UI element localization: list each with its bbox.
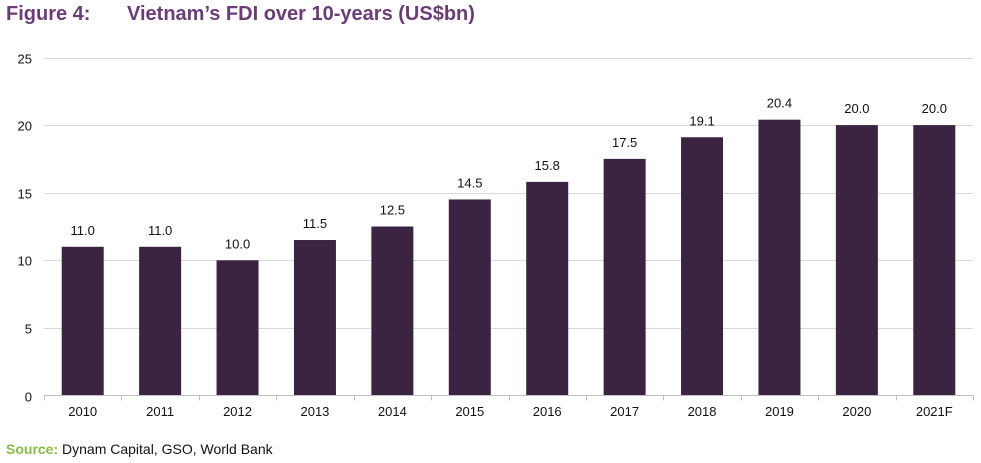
y-tick-label: 10	[18, 254, 32, 269]
bar-2014	[371, 226, 414, 396]
bar-2020	[835, 125, 878, 396]
bar-2017	[603, 158, 646, 396]
x-tick-label: 2014	[378, 404, 407, 419]
x-tick-label: 2018	[688, 404, 717, 419]
bar-2010	[61, 246, 104, 396]
figure-title: Figure 4: Vietnam’s FDI over 10-years (US…	[6, 3, 475, 26]
y-tick-label: 25	[18, 52, 32, 67]
x-tick-label: 2011	[146, 404, 174, 419]
x-tick-label: 2015	[455, 404, 484, 419]
data-label: 20.0	[844, 101, 869, 116]
bar-2018	[681, 137, 724, 396]
bar-2021F	[913, 125, 956, 396]
source-note: Source: Dynam Capital, GSO, World Bank	[6, 441, 273, 457]
bar-2011	[139, 246, 182, 396]
bar-2019	[758, 119, 801, 396]
y-tick-label: 5	[25, 322, 32, 337]
y-axis-ticks: 0 5 10 15 20 25	[18, 52, 32, 405]
data-label: 15.8	[535, 158, 560, 173]
data-label: 20.0	[922, 101, 947, 116]
y-tick-label: 15	[18, 187, 32, 202]
x-tick-label: 2020	[842, 404, 871, 419]
y-tick-label: 20	[18, 119, 32, 134]
source-label: Source:	[6, 441, 59, 457]
bar-2016	[526, 181, 569, 396]
data-label: 12.5	[380, 203, 405, 218]
data-labels: 11.0 11.0 10.0 11.5 12.5 14.5 15.8 17.5 19.1 20.4…	[71, 96, 947, 252]
bar-2012	[216, 260, 259, 396]
gridlines	[44, 58, 973, 329]
bars	[61, 119, 956, 396]
source-text: Dynam Capital, GSO, World Bank	[58, 441, 273, 457]
x-tick-label: 2017	[610, 404, 639, 419]
data-label: 10.0	[225, 236, 250, 251]
x-axis: 2010 2011 2012 2013 2014 2015 2016 2017 2018 2019…	[44, 395, 974, 419]
data-label: 17.5	[612, 135, 637, 150]
data-label: 11.0	[71, 223, 95, 238]
figure-number: Figure 4:	[6, 3, 91, 25]
y-tick-label: 0	[25, 390, 32, 405]
data-label: 11.5	[303, 216, 327, 231]
figure-title-text: Vietnam’s FDI over 10-years (US$bn)	[127, 3, 475, 25]
data-label: 20.4	[767, 96, 792, 111]
x-tick-label: 2010	[68, 404, 97, 419]
bar-2015	[448, 199, 491, 396]
x-tick-label: 2019	[765, 404, 794, 419]
bar-2013	[293, 240, 336, 396]
x-tick-label: 2016	[533, 404, 562, 419]
x-tick-label: 2012	[223, 404, 252, 419]
data-label: 11.0	[148, 223, 172, 238]
x-tick-label: 2013	[300, 404, 329, 419]
data-label: 19.1	[689, 113, 714, 128]
x-tick-label: 2021F	[916, 404, 953, 419]
data-label: 14.5	[457, 175, 482, 190]
